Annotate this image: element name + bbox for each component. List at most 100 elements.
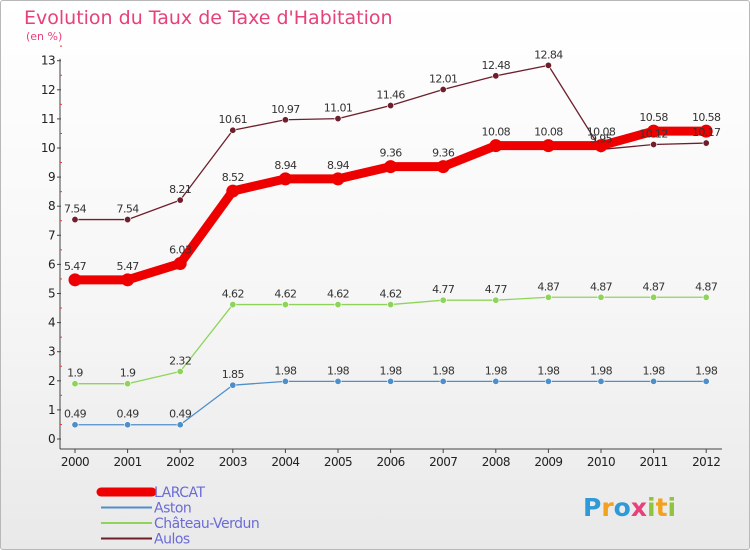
legend-label: LARCAT (154, 485, 205, 501)
data-label: 10.08 (482, 126, 511, 139)
x-tick-label: 2010 (587, 455, 615, 469)
data-label: 10.97 (271, 103, 300, 116)
data-label: 1.85 (222, 368, 245, 381)
x-tick-label: 2006 (377, 455, 405, 469)
data-point (121, 273, 135, 287)
data-label: 1.9 (120, 367, 136, 380)
y-tick-label: 11 (41, 112, 55, 126)
data-point (650, 141, 658, 149)
x-tick-label: 2008 (482, 455, 510, 469)
y-tick-label: 4 (48, 316, 55, 330)
data-label: 1.98 (274, 364, 297, 377)
legend-item-larcat: LARCAT (96, 485, 206, 501)
proxiti-logo: Proxiti (583, 493, 676, 522)
x-tick-label: 2009 (534, 455, 562, 469)
data-label: 10.08 (587, 126, 616, 139)
data-point (226, 184, 240, 198)
data-point (176, 367, 184, 375)
data-point (594, 139, 608, 153)
data-label: 1.98 (327, 364, 350, 377)
data-point (387, 377, 395, 385)
y-tick-label: 9 (48, 170, 55, 184)
data-label: 0.49 (169, 408, 192, 421)
series-layer (68, 61, 713, 429)
data-label: 10.58 (639, 111, 668, 124)
data-label: 10.12 (639, 128, 668, 141)
data-point (492, 377, 500, 385)
data-point (439, 86, 447, 94)
data-label: 4.87 (695, 280, 718, 293)
data-point (281, 301, 289, 309)
data-point (699, 124, 713, 138)
legend-label: Aulos (154, 532, 190, 548)
data-label: 11.01 (324, 102, 353, 115)
legend-item-aston: Aston (101, 501, 192, 517)
data-labels-layer: 5.47 5.47 6.03 8.52 8.94 8.94 9.36 9.36 10.08 10.… (64, 48, 722, 421)
data-label: 2.32 (169, 354, 191, 367)
data-label: 4.87 (537, 280, 560, 293)
chart-subtitle: (en %) (26, 30, 62, 43)
proxiti-logo-text: Proxiti (583, 493, 676, 522)
logo-letter: i (647, 493, 656, 522)
data-point (597, 293, 605, 301)
x-tick-label: 2005 (324, 455, 352, 469)
x-tick-label: 2012 (692, 455, 720, 469)
data-label: 6.03 (169, 244, 192, 257)
legend-label: Aston (154, 501, 191, 517)
data-point (334, 377, 342, 385)
legend-item-aulos: Aulos (101, 532, 190, 548)
data-label: 4.87 (643, 280, 666, 293)
data-point (544, 61, 552, 69)
data-point (647, 124, 661, 138)
y-tick-label: 0 (48, 432, 55, 446)
data-point (68, 273, 82, 287)
data-label: 0.49 (64, 408, 87, 421)
x-tick-label: 2004 (271, 455, 299, 469)
data-point (650, 293, 658, 301)
data-label: 9.36 (432, 147, 455, 160)
data-label: 0.49 (117, 408, 140, 421)
data-point (702, 377, 710, 385)
logo-letter: o (614, 493, 631, 522)
data-point (597, 377, 605, 385)
data-label: 8.21 (169, 183, 191, 196)
y-tick-label: 13 (41, 54, 55, 68)
data-point (124, 380, 132, 388)
y-tick-label: 1 (48, 403, 55, 417)
y-tick-label: 2 (48, 374, 55, 388)
data-point (229, 126, 237, 134)
data-point (384, 160, 398, 174)
data-point (489, 139, 503, 153)
data-label: 1.98 (695, 364, 718, 377)
data-label: 4.62 (222, 288, 244, 301)
logo-letter: P (583, 493, 601, 522)
x-tick-label: 2001 (114, 455, 142, 469)
data-point (71, 421, 79, 429)
data-label: 5.47 (117, 260, 140, 273)
legend-item-ch-teau-verdun: Château-Verdun (101, 516, 260, 532)
data-label: 11.46 (376, 89, 405, 102)
data-point (702, 139, 710, 147)
data-point (387, 301, 395, 309)
data-point (124, 216, 132, 224)
data-point (281, 116, 289, 124)
data-point (176, 421, 184, 429)
data-label: 12.84 (534, 48, 563, 61)
data-point (439, 377, 447, 385)
data-point (334, 301, 342, 309)
data-label: 4.62 (380, 288, 402, 301)
x-tick-label: 2007 (429, 455, 457, 469)
data-point (702, 293, 710, 301)
data-point (544, 377, 552, 385)
data-point (176, 196, 184, 204)
data-label: 9.36 (380, 147, 403, 160)
data-label: 8.52 (222, 171, 244, 184)
logo-letter: x (631, 493, 647, 522)
data-point (173, 257, 187, 271)
data-label: 10.17 (692, 126, 721, 139)
data-label: 8.94 (327, 159, 350, 172)
data-label: 1.98 (590, 364, 613, 377)
data-point (229, 301, 237, 309)
logo-letter: i (668, 493, 677, 522)
